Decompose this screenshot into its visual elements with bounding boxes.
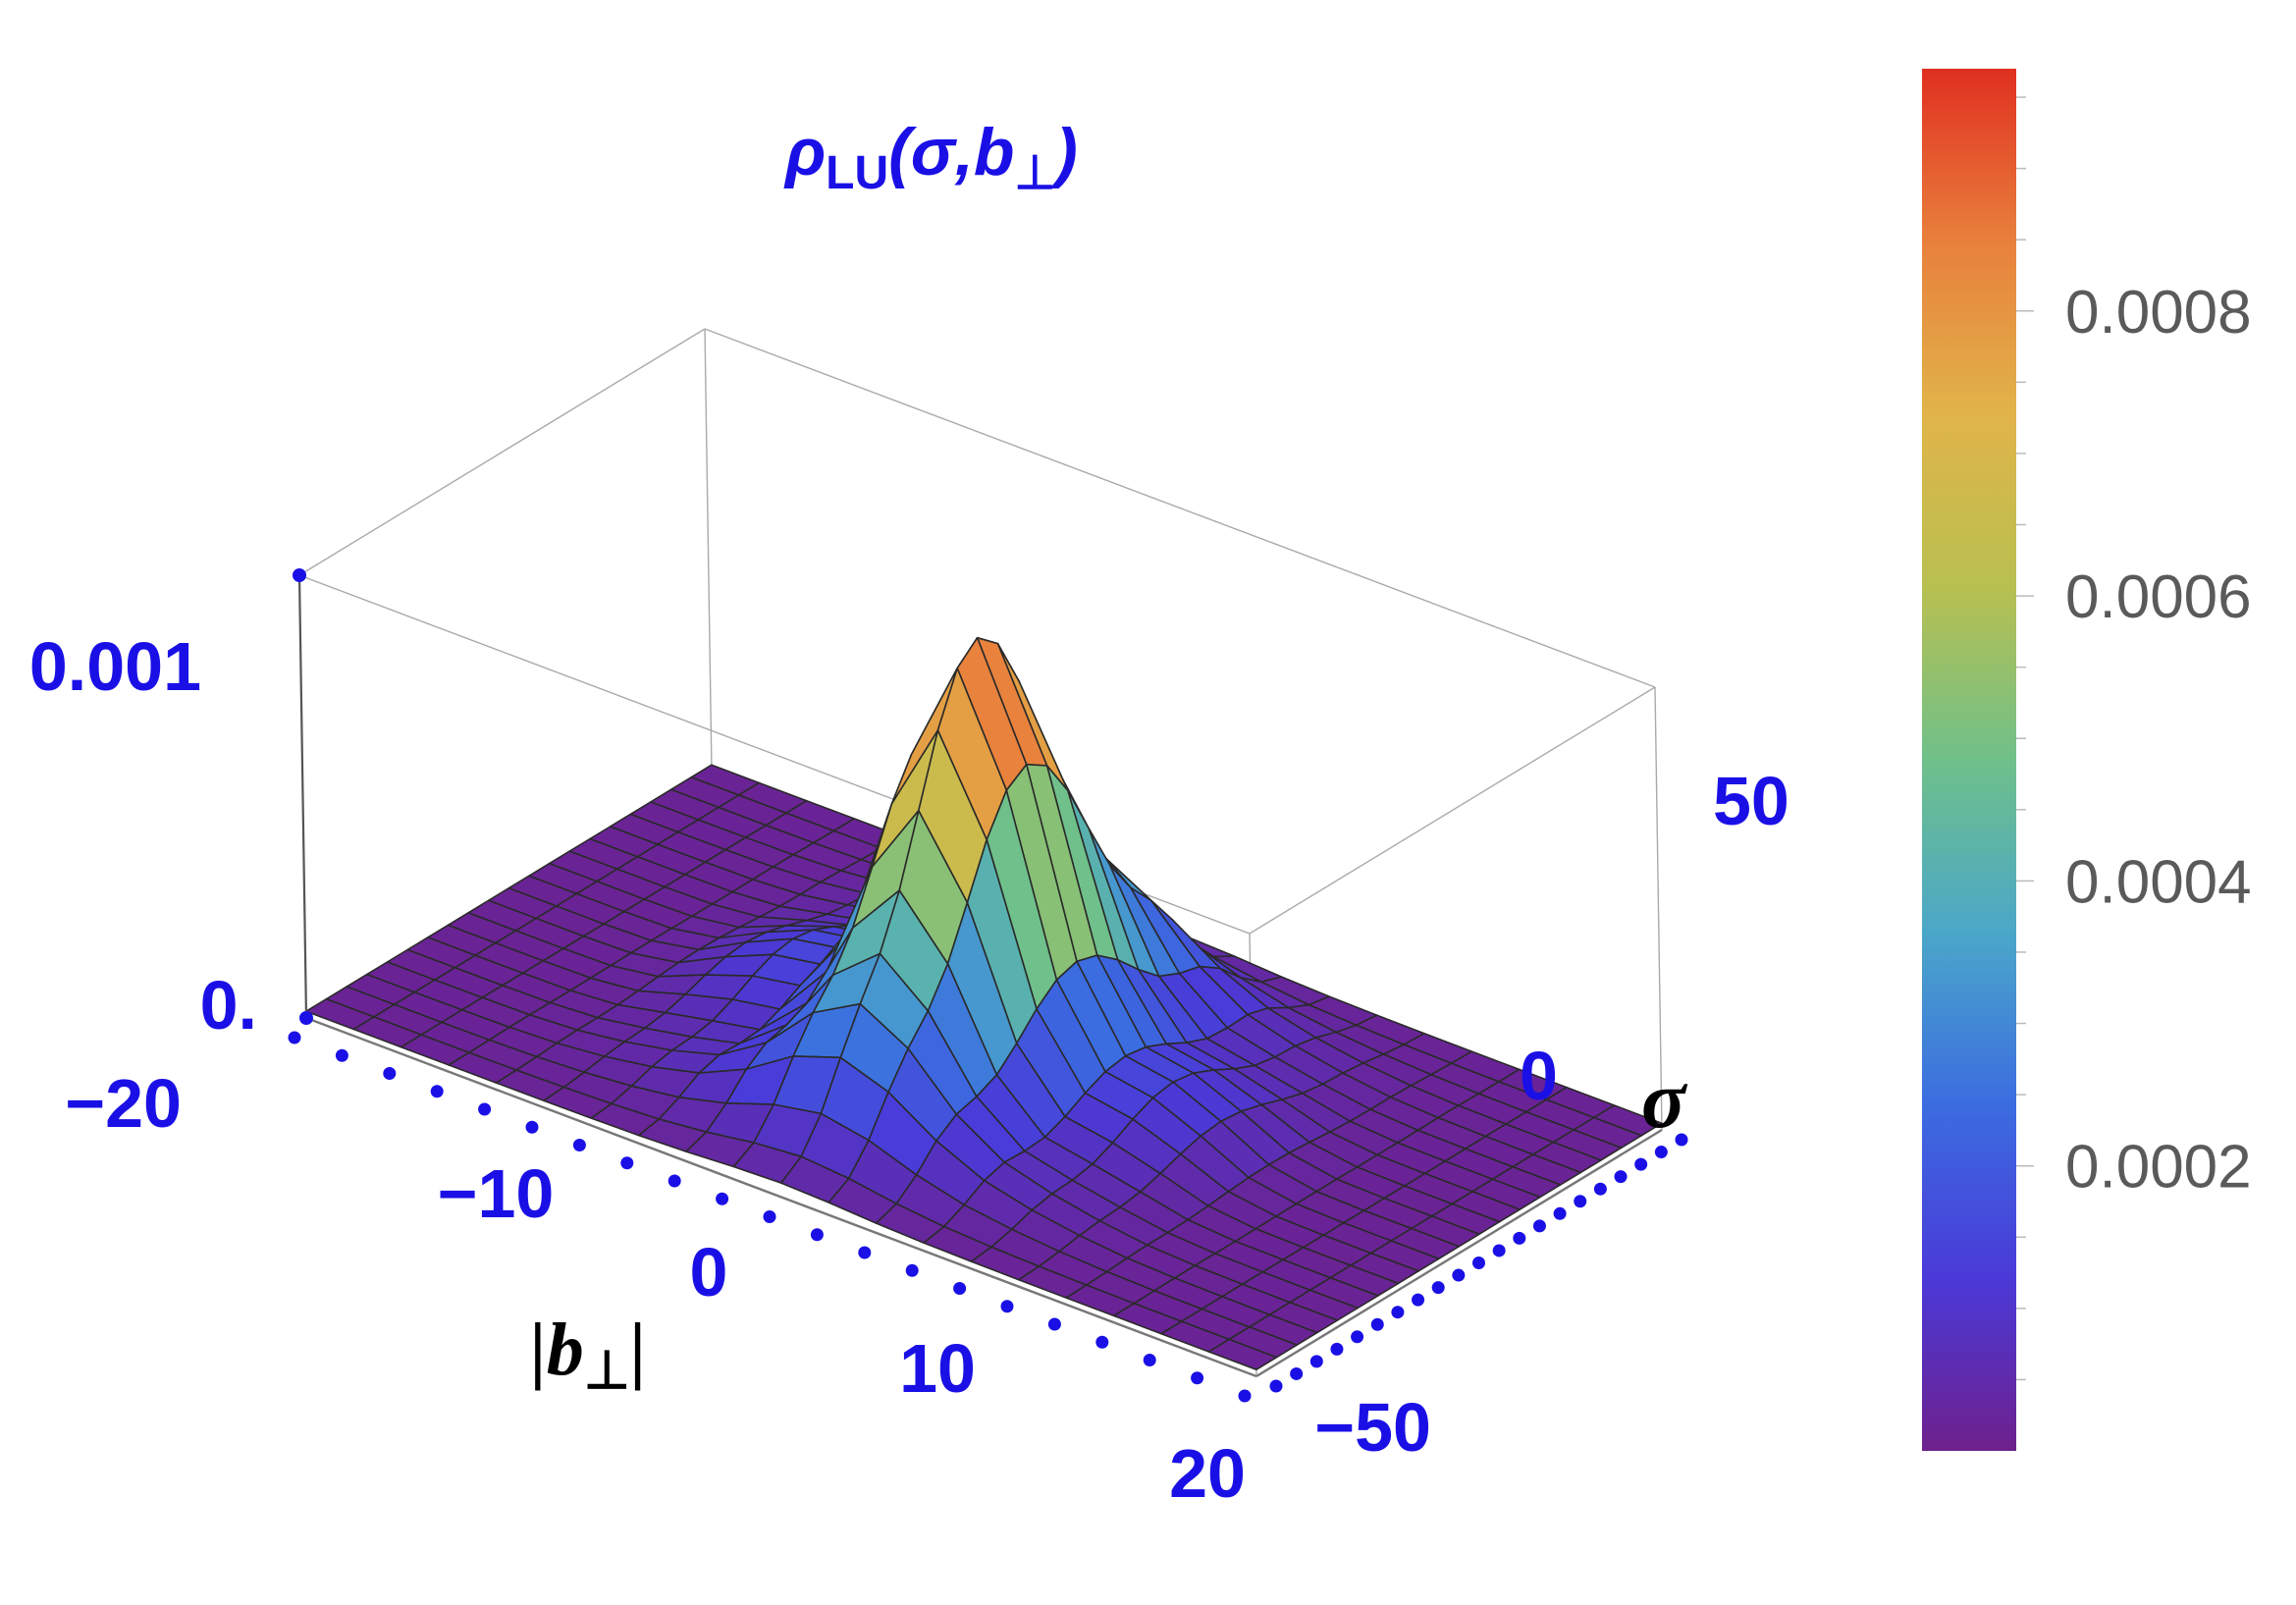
sigma-tick-dot bbox=[1330, 1342, 1344, 1356]
b-tick-dot bbox=[430, 1085, 444, 1098]
z-axis-line bbox=[297, 574, 308, 1019]
x-axis-label: |b⊥| bbox=[530, 1309, 647, 1400]
b-tick-dot bbox=[335, 1048, 348, 1062]
box-edge-top-right bbox=[1249, 686, 1656, 935]
sigma-tick-dot bbox=[1593, 1182, 1607, 1196]
b-tick-dot bbox=[1238, 1389, 1252, 1403]
colorbar-tick-label: 0.0006 bbox=[2065, 563, 2252, 631]
box-edge-right-vertical bbox=[1654, 686, 1663, 1131]
title-sub: LU bbox=[826, 147, 888, 199]
b-tick-label: 20 bbox=[1169, 1435, 1246, 1512]
axis-ticks: −20 −10 0 10 20 −50 0 50 0. 0.001 bbox=[29, 568, 1789, 1512]
sigma-tick-dot bbox=[1412, 1293, 1425, 1307]
title-args: (σ,b bbox=[888, 115, 1014, 189]
b-tick-dot bbox=[478, 1102, 492, 1116]
sigma-tick-dot bbox=[1290, 1366, 1304, 1380]
box-edge-back-vertical bbox=[704, 328, 713, 773]
z-tick-dot bbox=[293, 568, 306, 582]
b-tick-dot bbox=[620, 1156, 634, 1170]
sigma-tick-label: −50 bbox=[1314, 1389, 1431, 1466]
sigma-tick-dot bbox=[1431, 1281, 1445, 1295]
b-tick-label: −20 bbox=[65, 1065, 182, 1142]
sigma-tick-dot bbox=[1269, 1379, 1283, 1393]
sigma-tick-dot bbox=[1370, 1317, 1384, 1331]
b-tick-dot bbox=[1143, 1354, 1156, 1366]
b-tick-dot bbox=[1095, 1335, 1109, 1349]
sigma-tick-dot bbox=[1654, 1146, 1668, 1159]
b-tick-label: −10 bbox=[438, 1155, 555, 1232]
x-label-main: |b bbox=[530, 1309, 584, 1391]
b-tick-dot bbox=[1047, 1317, 1061, 1331]
density-surface bbox=[305, 636, 1663, 1370]
sigma-tick-dot bbox=[1553, 1206, 1567, 1220]
surface-cell-19-0 bbox=[1207, 1338, 1278, 1370]
box-edge-top-left bbox=[298, 328, 706, 576]
b-tick-dot bbox=[905, 1263, 919, 1277]
sigma-tick-dot bbox=[1391, 1306, 1405, 1319]
sigma-tick-dot bbox=[1472, 1257, 1485, 1269]
b-tick-dot bbox=[1000, 1300, 1014, 1313]
z-tick-dot bbox=[299, 1011, 313, 1025]
b-tick-dot bbox=[1191, 1371, 1204, 1385]
x-label-perp: ⊥ bbox=[584, 1341, 630, 1400]
b-axis-line bbox=[305, 1016, 1257, 1378]
b-tick-dot bbox=[288, 1031, 301, 1044]
z-tick-label: 0.001 bbox=[29, 628, 201, 705]
b-tick-label: 10 bbox=[899, 1330, 976, 1407]
b-tick-dot bbox=[572, 1139, 586, 1151]
sigma-tick-label: 50 bbox=[1713, 763, 1789, 839]
sigma-tick-dot bbox=[1452, 1268, 1466, 1282]
colorbar-tick-label: 0.0004 bbox=[2065, 848, 2252, 916]
sigma-tick-dot bbox=[1351, 1330, 1364, 1344]
title-main: ρ bbox=[783, 115, 826, 189]
b-tick-dot bbox=[525, 1120, 539, 1134]
b-tick-dot bbox=[953, 1282, 967, 1295]
sigma-tick-dot bbox=[1574, 1195, 1587, 1208]
b-tick-dot bbox=[716, 1192, 729, 1205]
sigma-tick-dot bbox=[1309, 1355, 1323, 1368]
title-perp: ⊥ bbox=[1014, 147, 1055, 199]
b-tick-dot bbox=[763, 1210, 776, 1223]
b-tick-label: 0 bbox=[690, 1234, 728, 1311]
sigma-tick-dot bbox=[1532, 1219, 1546, 1233]
z-tick-label: 0. bbox=[200, 967, 257, 1043]
colorbar: 0.0002 0.0004 0.0006 0.0008 bbox=[1922, 69, 2252, 1451]
sigma-tick-dot bbox=[1675, 1133, 1688, 1147]
colorbar-tick-label: 0.0008 bbox=[2065, 279, 2252, 347]
b-tick-dot bbox=[810, 1228, 824, 1242]
sigma-axis-line bbox=[1255, 1128, 1663, 1378]
sigma-tick-label: 0 bbox=[1520, 1038, 1558, 1114]
x-label-close: | bbox=[630, 1309, 647, 1391]
box-edge-top-back bbox=[704, 328, 1656, 688]
sigma-tick-dot bbox=[1513, 1231, 1526, 1245]
sigma-tick-dot bbox=[1634, 1157, 1648, 1171]
colorbar-tick-label: 0.0002 bbox=[2065, 1134, 2252, 1202]
bounding-box-front bbox=[297, 574, 1663, 1378]
y-axis-label: σ bbox=[1641, 1054, 1688, 1146]
b-tick-dot bbox=[858, 1246, 872, 1259]
b-tick-dot bbox=[383, 1067, 397, 1080]
chart-title: ρLU(σ,b⊥) bbox=[783, 115, 1078, 199]
sigma-tick-dot bbox=[1614, 1170, 1628, 1184]
b-tick-dot bbox=[667, 1174, 681, 1188]
sigma-tick-dot bbox=[1492, 1244, 1506, 1257]
colorbar-gradient bbox=[1922, 69, 2016, 1451]
